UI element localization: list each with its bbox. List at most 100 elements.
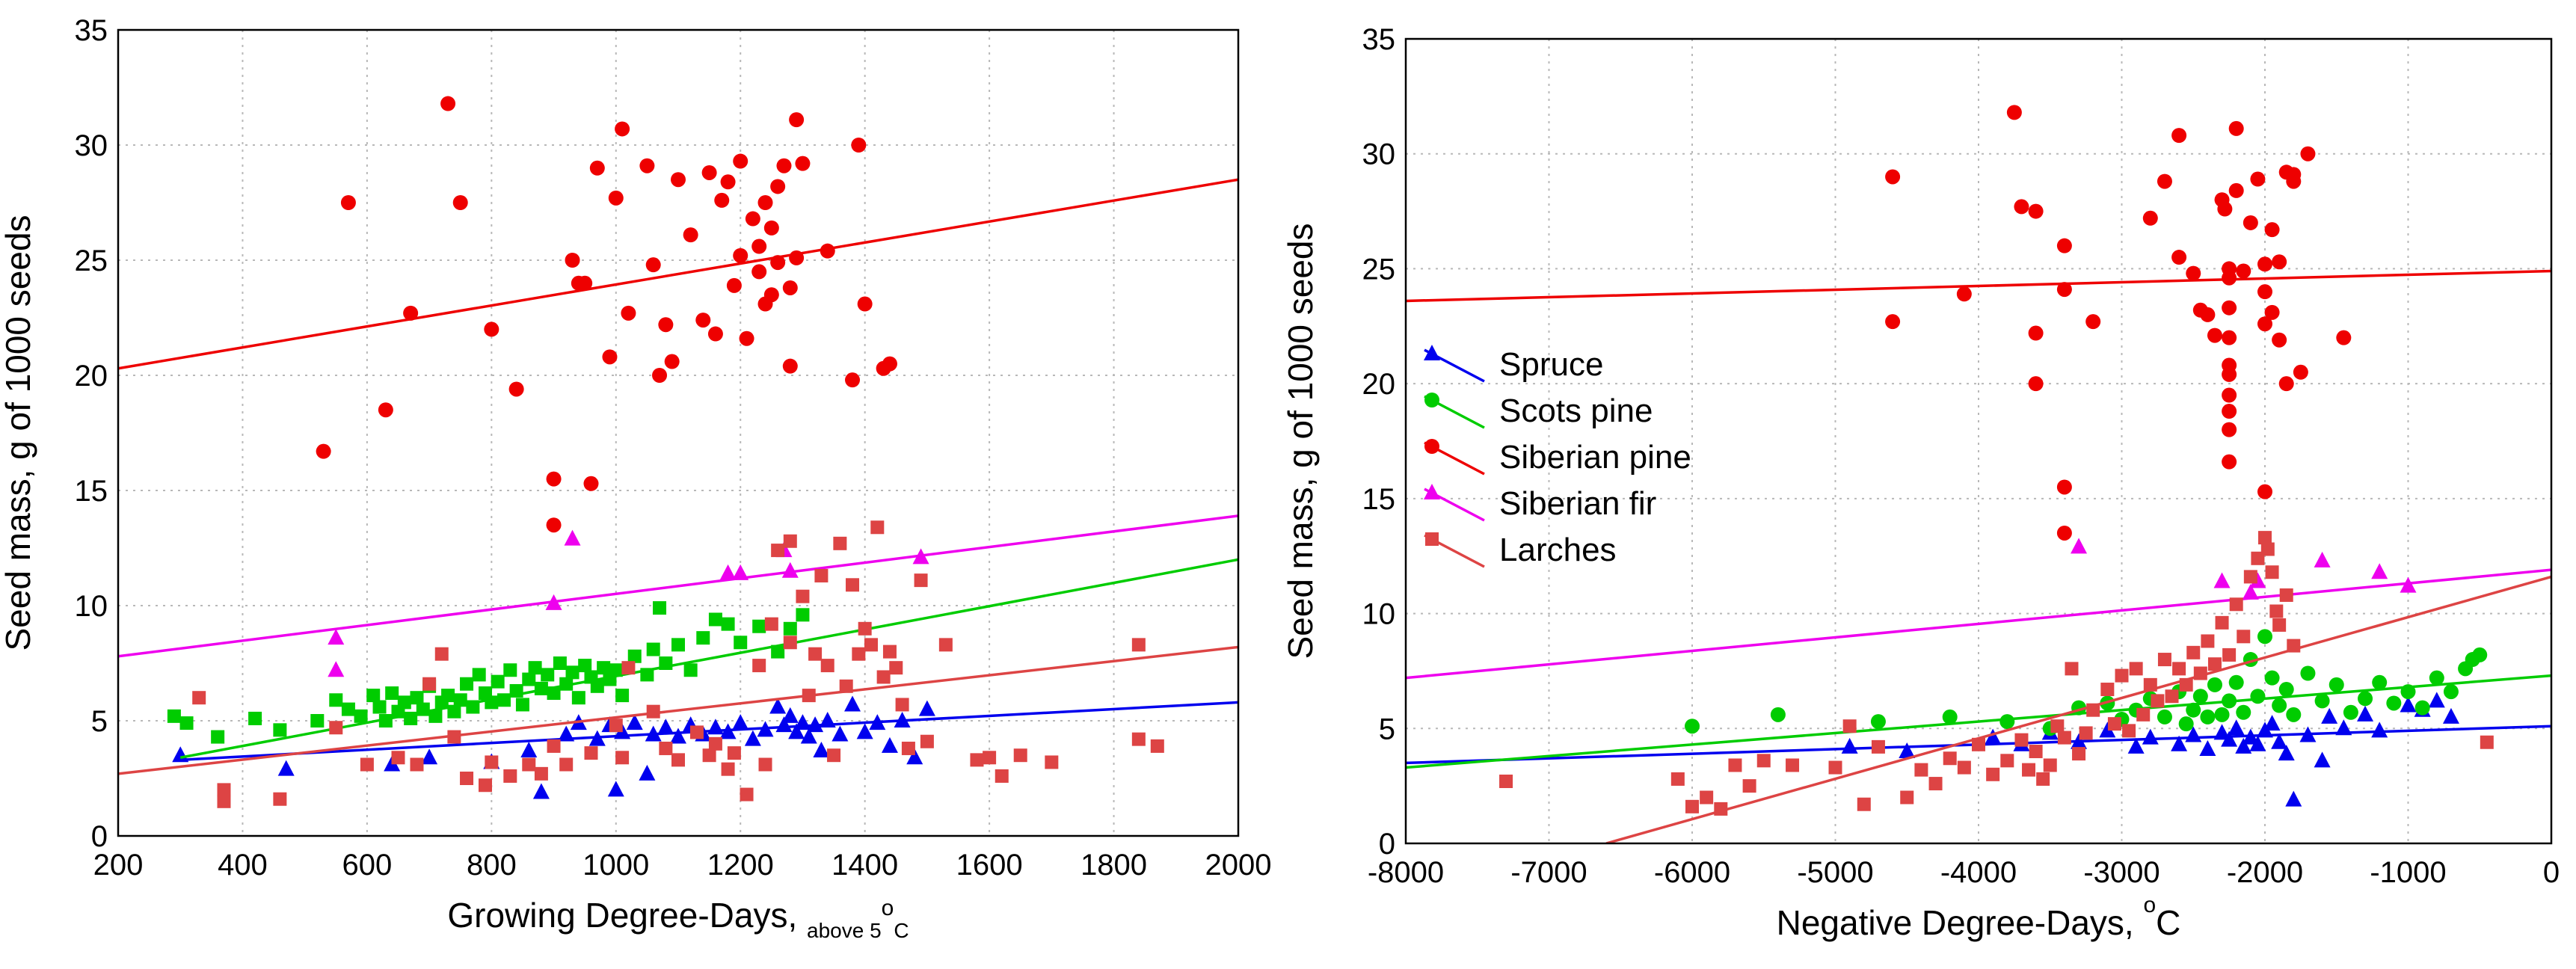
data-point-siberian-pine: [720, 174, 736, 190]
data-point-scots-pine: [2264, 670, 2280, 686]
x-tick-label: 400: [218, 849, 268, 882]
data-point-siberian-pine: [484, 322, 499, 337]
fit-line-larches: [1605, 575, 2551, 843]
data-point-scots-pine: [397, 695, 411, 710]
data-point-scots-pine: [708, 612, 722, 627]
data-point-larches: [2260, 542, 2275, 556]
data-point-scots-pine: [1870, 714, 1886, 730]
legend-label-siberian-pine: Siberian pine: [1499, 439, 1691, 476]
data-point-siberian-pine: [851, 138, 867, 153]
y-axis-label: Seed mass, g of 1000 seeds: [0, 215, 37, 650]
data-point-larches: [217, 794, 231, 808]
data-point-larches: [547, 739, 561, 753]
series-larches: [1499, 531, 2551, 843]
x-tick-label: -2000: [2227, 856, 2303, 889]
data-point-siberian-pine: [2272, 332, 2287, 348]
data-point-larches: [839, 679, 853, 693]
fit-line-scots-pine: [179, 558, 1238, 760]
data-point-scots-pine: [653, 601, 667, 615]
data-point-larches: [808, 647, 823, 661]
data-point-scots-pine: [646, 642, 660, 656]
data-point-larches: [771, 544, 785, 558]
data-point-larches: [1900, 790, 1914, 805]
x-axis-label-unit: C: [2156, 903, 2180, 942]
data-point-larches: [783, 534, 797, 548]
data-point-scots-pine: [2178, 716, 2194, 732]
data-point-larches: [708, 736, 722, 751]
data-point-siberian-pine: [2006, 105, 2022, 120]
data-point-siberian-fir: [2242, 583, 2259, 600]
data-point-siberian-pine: [452, 195, 468, 210]
data-point-larches: [895, 698, 909, 712]
data-point-scots-pine: [472, 668, 486, 682]
data-point-spruce: [2335, 719, 2352, 736]
data-point-spruce: [2235, 737, 2252, 754]
data-point-scots-pine: [565, 665, 580, 680]
data-point-larches: [846, 578, 860, 592]
data-point-spruce: [2221, 730, 2238, 747]
data-point-scots-pine: [372, 700, 387, 714]
data-point-siberian-fir: [2071, 538, 2088, 554]
data-point-siberian-pine: [2056, 525, 2072, 541]
data-point-larches: [615, 751, 630, 765]
data-point-siberian-pine: [2056, 479, 2072, 495]
data-point-scots-pine: [2278, 682, 2294, 698]
data-point-siberian-pine: [2257, 484, 2272, 499]
x-tick-label: 1400: [831, 849, 898, 882]
data-point-siberian-fir: [2249, 572, 2266, 588]
data-point-siberian-pine: [707, 326, 723, 342]
data-point-larches: [1914, 763, 1928, 777]
y-tick-label: 20: [75, 360, 108, 393]
data-point-siberian-fir: [2400, 576, 2417, 593]
data-point-scots-pine: [541, 668, 555, 682]
data-point-larches: [671, 753, 685, 767]
y-tick-label: 0: [91, 820, 108, 853]
data-point-siberian-pine: [2286, 173, 2302, 189]
data-point-siberian-fir: [2213, 572, 2231, 588]
data-point-spruce: [769, 698, 787, 714]
plot-area: [1406, 105, 2551, 843]
data-point-scots-pine: [2343, 704, 2358, 720]
data-point-siberian-pine: [2236, 263, 2251, 279]
data-point-larches: [1928, 777, 1943, 791]
data-point-siberian-pine: [2336, 330, 2352, 345]
data-point-siberian-pine: [316, 443, 331, 459]
data-point-scots-pine: [310, 714, 325, 727]
data-point-siberian-pine: [2014, 199, 2029, 215]
data-point-scots-pine: [179, 716, 194, 730]
data-point-spruce: [2127, 737, 2145, 754]
data-point-siberian-pine: [739, 330, 754, 346]
data-point-larches: [460, 772, 474, 785]
data-point-larches: [983, 751, 997, 765]
x-tick-label: 800: [467, 849, 517, 882]
plot-frame: [1404, 37, 2553, 845]
data-point-scots-pine: [428, 709, 443, 723]
data-point-siberian-pine: [546, 471, 562, 487]
data-point-larches: [2129, 662, 2143, 676]
data-point-spruce: [2357, 705, 2374, 722]
y-tick-label: 10: [75, 590, 108, 623]
y-tick-label: 10: [1362, 598, 1396, 631]
data-point-scots-pine: [2443, 684, 2459, 700]
data-point-larches: [1150, 739, 1164, 753]
data-point-siberian-pine: [2243, 215, 2258, 230]
data-point-larches: [522, 757, 536, 772]
data-point-spruce: [2199, 739, 2216, 756]
data-point-scots-pine: [721, 617, 735, 631]
data-point-siberian-pine: [701, 164, 717, 180]
data-point-siberian-pine: [795, 156, 811, 171]
data-point-larches: [796, 589, 810, 603]
data-point-scots-pine: [2328, 677, 2344, 692]
data-point-spruce: [670, 727, 686, 744]
data-point-scots-pine: [167, 709, 181, 723]
x-tick-label: 1800: [1080, 849, 1147, 882]
data-point-siberian-pine: [2228, 120, 2244, 136]
x-tick-label: -3000: [2083, 856, 2160, 889]
data-point-scots-pine: [671, 638, 685, 652]
data-point-larches: [2122, 724, 2136, 738]
data-point-spruce: [881, 736, 898, 753]
data-point-spruce: [2278, 745, 2295, 761]
data-point-scots-pine: [771, 645, 785, 659]
data-point-larches: [1871, 739, 1885, 754]
